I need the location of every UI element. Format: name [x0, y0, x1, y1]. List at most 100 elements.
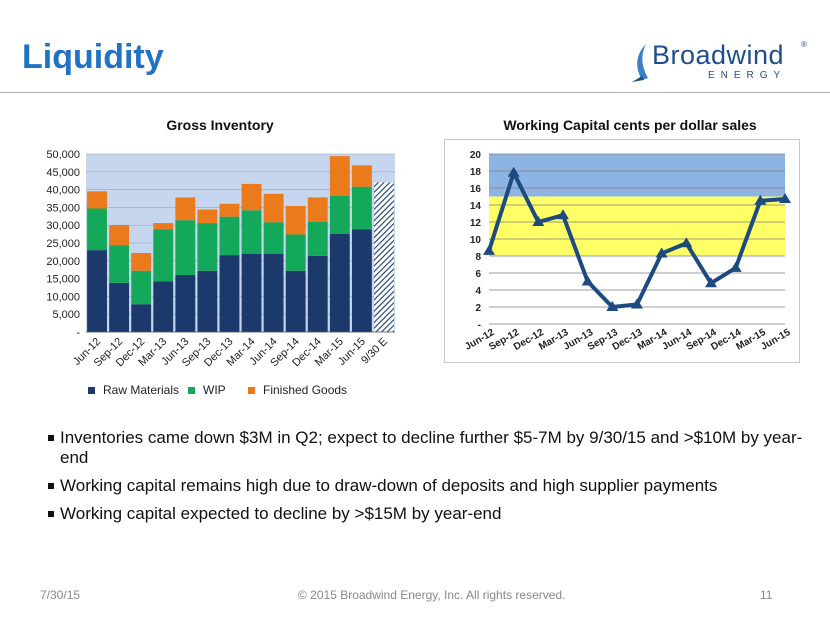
- legend-finished-goods: Finished Goods: [248, 383, 347, 397]
- wc-data-point: [606, 301, 619, 311]
- bar-wip: [109, 245, 130, 283]
- bar-raw-materials: [153, 281, 174, 332]
- bar-raw-materials: [109, 282, 130, 332]
- bar-raw-materials: [329, 233, 350, 332]
- inv-y-tick-label: 5,000: [52, 309, 80, 321]
- wc-y-tick-label: 8: [475, 252, 481, 263]
- wc-data-point: [655, 247, 668, 258]
- wc-data-point: [705, 277, 717, 288]
- bullet-marker: [48, 511, 54, 517]
- wc-y-tick-label: 14: [470, 201, 482, 212]
- wc-y-tick-label: 10: [470, 235, 482, 246]
- wc-data-point: [754, 194, 767, 205]
- bar-finished-goods: [175, 197, 196, 221]
- bar-wip: [219, 216, 240, 256]
- wc-band-yellow: [489, 196, 785, 256]
- inventory-chart: - 5,000 10,000 15,000 20,000 25,000 30,000 35,0…: [46, 149, 395, 369]
- bar-raw-materials: [197, 270, 218, 332]
- bar-raw-materials: [263, 253, 284, 332]
- inv-y-tick-label: 10,000: [46, 291, 80, 303]
- working-capital-chart-title: Working Capital cents per dollar sales: [503, 117, 757, 133]
- bar-raw-materials: [307, 255, 328, 332]
- wc-y-tick-label: 18: [470, 167, 482, 178]
- wc-y-tick-label: 12: [470, 218, 482, 229]
- bar-raw-materials: [219, 255, 240, 332]
- bar-estimate: [374, 182, 394, 332]
- wc-data-point: [507, 166, 520, 177]
- wc-data-point: [483, 244, 495, 255]
- wc-y-tick-label: 16: [470, 184, 482, 195]
- logo-subtitle: ENERGY: [708, 70, 787, 81]
- header-divider: [0, 92, 830, 93]
- bar-wip: [351, 186, 372, 230]
- wc-data-point: [729, 261, 742, 272]
- bar-wip: [241, 210, 262, 254]
- bullet-list: Inventories came down $3M in Q2; expect …: [48, 428, 818, 532]
- inv-y-tick-label: 50,000: [46, 149, 80, 161]
- legend-swatch-raw: [88, 387, 95, 395]
- bar-finished-goods: [241, 183, 262, 211]
- bullet-item: Working capital expected to decline by >…: [48, 504, 818, 524]
- bar-finished-goods: [109, 225, 130, 246]
- bar-wip: [131, 270, 152, 305]
- wc-y-tick-label: -: [478, 320, 481, 331]
- broadwind-logo: Broadwind ® ENERGY: [628, 40, 818, 86]
- bar-wip: [329, 196, 350, 234]
- wc-y-tick-label: 4: [475, 286, 481, 297]
- bar-raw-materials: [285, 270, 306, 332]
- footer-page-number: 11: [760, 588, 773, 602]
- wc-data-point: [557, 209, 569, 220]
- legend-label-wip: WIP: [203, 383, 226, 397]
- wc-data-point: [680, 237, 693, 248]
- bullet-item: Working capital remains high due to draw…: [48, 476, 818, 496]
- bullet-marker: [48, 435, 54, 441]
- legend-label-raw: Raw Materials: [103, 383, 180, 397]
- logo-wordmark: Broadwind: [652, 40, 785, 70]
- bar-finished-goods: [263, 193, 284, 223]
- bar-raw-materials: [131, 304, 152, 332]
- bar-finished-goods: [351, 165, 372, 187]
- wc-data-point: [532, 216, 545, 226]
- bar-raw-materials: [351, 229, 372, 332]
- inv-y-tick-label: 20,000: [46, 256, 80, 268]
- bar-finished-goods: [219, 203, 240, 217]
- bar-finished-goods: [131, 252, 152, 271]
- bar-finished-goods: [307, 197, 328, 222]
- inv-y-tick-label: 45,000: [46, 167, 80, 179]
- inv-y-tick-label: 35,000: [46, 202, 80, 214]
- bullet-text: Working capital remains high due to draw…: [60, 476, 718, 495]
- wc-y-tick-label: 6: [475, 269, 481, 280]
- bar-wip: [263, 222, 284, 254]
- bar-finished-goods: [285, 205, 306, 235]
- legend-swatch-wip: [188, 387, 195, 395]
- wind-swirl-icon: [632, 44, 648, 82]
- bullet-text: Inventories came down $3M in Q2; expect …: [60, 428, 803, 467]
- bar-wip: [87, 208, 107, 251]
- inventory-chart-title: Gross Inventory: [166, 117, 274, 133]
- bar-wip: [153, 229, 174, 282]
- wc-band-blue: [489, 154, 785, 197]
- legend-label-fg: Finished Goods: [263, 383, 348, 397]
- bar-raw-materials: [241, 253, 262, 332]
- footer-date: 7/30/15: [40, 588, 81, 602]
- wc-data-point: [581, 275, 594, 286]
- bullet-item: Inventories came down $3M in Q2; expect …: [48, 428, 818, 468]
- bullet-marker: [48, 483, 54, 489]
- bar-finished-goods: [153, 223, 174, 230]
- working-capital-chart: -2 4 6 8 10 12 14 16 18 20 Jun-12 Sep-12 Dec-12 Mar-1…: [444, 139, 800, 363]
- wc-y-tick-label: 2: [475, 303, 481, 314]
- wc-y-tick-label: 20: [470, 150, 482, 161]
- inv-y-tick-label: 15,000: [46, 274, 80, 286]
- logo-registered: ®: [801, 40, 807, 49]
- legend-raw-materials: Raw Materials: [88, 383, 179, 397]
- inv-y-tick-label: 30,000: [46, 220, 80, 232]
- bar-finished-goods: [87, 191, 107, 209]
- footer-copyright: © 2015 Broadwind Energy, Inc. All rights…: [298, 588, 566, 602]
- legend-wip: WIP: [188, 383, 226, 397]
- bar-raw-materials: [175, 275, 196, 332]
- bar-wip: [285, 234, 306, 271]
- slide-title: Liquidity: [22, 38, 164, 76]
- wc-data-point: [779, 193, 791, 204]
- bar-finished-goods: [329, 156, 350, 197]
- bar-wip: [307, 221, 328, 256]
